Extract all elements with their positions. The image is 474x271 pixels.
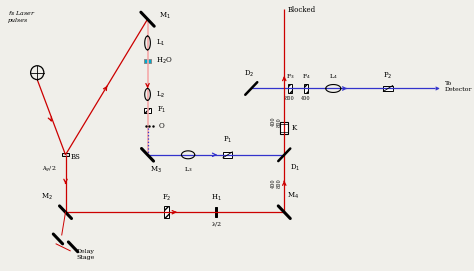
Text: K: K [292,124,297,132]
Text: 400: 400 [301,96,311,101]
Bar [216,207,217,217]
Bar [288,83,292,93]
Text: 400
800: 400 800 [271,117,282,127]
Text: L$_3$: L$_3$ [184,165,192,174]
Text: M$_4$: M$_4$ [287,191,299,201]
Text: $\lambda_g$/2: $\lambda_g$/2 [42,165,56,175]
Text: M$_3$: M$_3$ [150,165,162,175]
Bar [281,122,288,134]
Text: λ/2: λ/2 [211,221,221,226]
Text: O: O [159,122,164,130]
Text: L$_4$: L$_4$ [329,72,337,80]
Text: L$_1$: L$_1$ [156,38,165,48]
Bar [383,86,392,91]
Bar [303,83,308,93]
Text: BS: BS [70,153,80,161]
Text: 800: 800 [285,96,295,101]
Text: H$_1$: H$_1$ [211,193,222,203]
Text: H$_2$O: H$_2$O [156,56,173,66]
Text: P$_1$: P$_1$ [223,135,232,145]
Text: L$_2$: L$_2$ [156,89,165,99]
Text: F$_3$: F$_3$ [285,72,294,80]
Text: D$_2$: D$_2$ [244,68,254,79]
Text: $fs$ Laser
pulses: $fs$ Laser pulses [8,9,36,23]
Bar [62,153,69,156]
Text: Blocked: Blocked [288,6,316,14]
Bar [223,152,232,158]
Bar [144,59,151,63]
Text: D$_1$: D$_1$ [290,163,300,173]
Text: F$_4$: F$_4$ [301,72,310,80]
Text: M$_1$: M$_1$ [159,11,171,21]
Bar [144,108,151,113]
Text: F$_1$: F$_1$ [157,105,166,115]
Text: 400
800: 400 800 [271,179,282,188]
Text: F$_2$: F$_2$ [162,193,171,203]
Bar [164,206,169,218]
Text: M$_2$: M$_2$ [41,192,53,202]
Text: Delay
Stage: Delay Stage [77,249,95,260]
Text: P$_2$: P$_2$ [383,70,392,80]
Text: To
Detector: To Detector [445,81,472,92]
